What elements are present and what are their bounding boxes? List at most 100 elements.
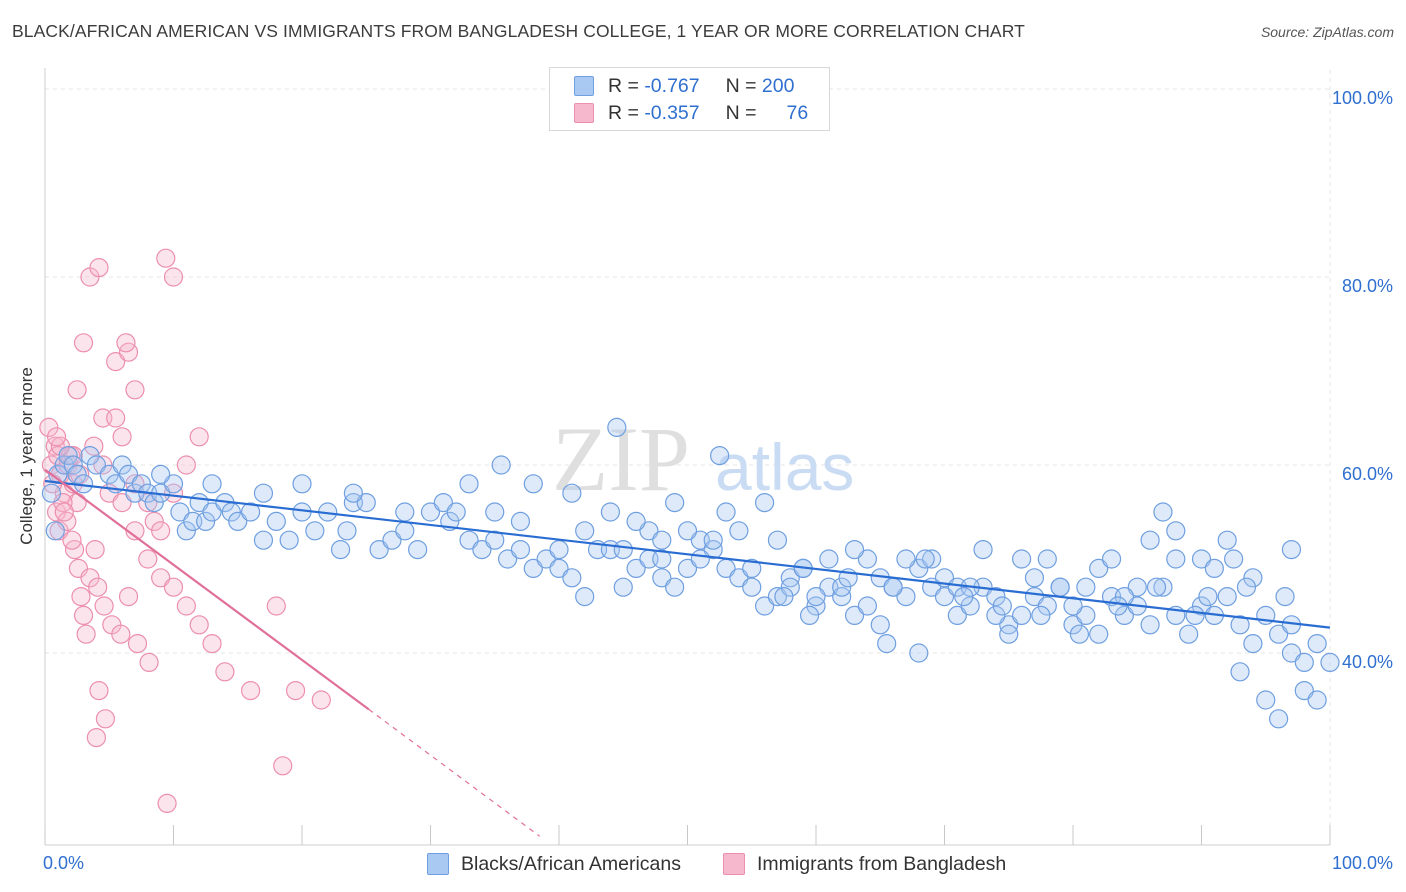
point-bangladesh (112, 493, 132, 513)
series-legend: Blacks/African Americans Immigrants from… (0, 850, 1406, 878)
point-black (703, 530, 723, 550)
point-black (1224, 549, 1244, 569)
y-tick-label: 40.0% (1342, 652, 1393, 672)
point-bangladesh (67, 380, 87, 400)
point-black (1011, 549, 1032, 569)
point-black (742, 577, 762, 597)
axes (44, 68, 1331, 846)
point-black (896, 549, 916, 569)
point-black (742, 558, 762, 579)
point-bangladesh (106, 408, 126, 428)
point-black (613, 539, 633, 560)
point-bangladesh (93, 455, 113, 475)
point-black (665, 493, 685, 513)
point-black (382, 530, 402, 550)
point-black (337, 521, 357, 541)
point-black (1166, 521, 1186, 541)
point-black (176, 521, 196, 541)
point-black (45, 521, 65, 541)
point-bangladesh (311, 690, 331, 710)
point-black (934, 586, 955, 607)
point-black (947, 605, 967, 626)
point-black (1146, 577, 1167, 597)
point-bangladesh (76, 624, 96, 644)
trendline-bangladesh-extension (368, 708, 541, 837)
legend-swatch-bangladesh (723, 853, 745, 875)
point-black (1236, 577, 1257, 597)
point-black (986, 605, 1006, 626)
point-black (883, 577, 903, 597)
point-black (356, 493, 376, 513)
point-black (639, 521, 659, 541)
point-black (118, 464, 139, 484)
point-black (1153, 502, 1173, 522)
y-tick-labels: 40.0% 60.0% 80.0% 100.0% (1332, 88, 1393, 672)
point-black (196, 511, 216, 532)
point-black (510, 511, 531, 532)
point-black (253, 530, 274, 550)
point-black (1230, 615, 1250, 635)
point-black (806, 586, 826, 607)
point-black (575, 521, 595, 541)
trendlines (44, 468, 1331, 837)
point-black (1153, 577, 1173, 597)
point-black (266, 511, 286, 532)
point-bangladesh (151, 568, 171, 588)
point-black (710, 446, 730, 466)
point-black (58, 446, 78, 466)
point-black (922, 549, 942, 569)
point-black (330, 539, 351, 560)
point-black (652, 549, 672, 569)
point-black (877, 633, 897, 654)
point-bangladesh (125, 380, 145, 400)
point-bangladesh (241, 680, 261, 701)
point-bangladesh (163, 267, 184, 287)
legend-swatch-black (574, 76, 594, 96)
point-bangladesh (46, 427, 67, 447)
point-black (767, 586, 788, 607)
legend-row-bangladesh: R = -0.357 N = 76 (574, 100, 808, 126)
r-label: R = (608, 101, 639, 124)
point-black (652, 530, 672, 550)
point-bangladesh (176, 455, 196, 475)
point-black (1243, 633, 1263, 654)
series-black-points (41, 417, 1340, 729)
point-bangladesh (266, 596, 286, 616)
point-black (305, 521, 325, 541)
point-black (459, 474, 479, 494)
point-bangladesh (94, 596, 114, 616)
point-black (202, 502, 222, 522)
point-black (607, 417, 627, 437)
n-label: N = (725, 101, 757, 124)
legend-item-bangladesh: Immigrants from Bangladesh (723, 850, 1006, 878)
point-black (498, 549, 518, 569)
point-black (395, 521, 415, 541)
trendline-black (44, 479, 1331, 629)
point-black (986, 586, 1006, 607)
point-black (1268, 624, 1289, 644)
point-black (1011, 605, 1032, 626)
point-bangladesh (273, 756, 293, 776)
point-black (510, 539, 531, 560)
point-black (1191, 549, 1212, 569)
zipatlas-watermark: ZIP atlas (552, 408, 854, 510)
point-bangladesh (71, 586, 91, 607)
point-black (41, 483, 62, 503)
point-black (1281, 539, 1302, 560)
point-black (433, 493, 453, 513)
point-black (292, 474, 312, 494)
point-bangladesh (95, 709, 115, 729)
point-black (1281, 643, 1302, 663)
point-black (549, 558, 569, 579)
point-black (767, 530, 788, 550)
point-black (1063, 596, 1083, 616)
x-tick-label-min: 0.0% (43, 853, 85, 873)
point-black (1140, 615, 1160, 635)
point-black (909, 643, 929, 663)
point-black (67, 464, 87, 484)
point-bangladesh (116, 333, 136, 353)
point-black (420, 502, 441, 522)
point-bangladesh (215, 662, 235, 682)
point-bangladesh (144, 511, 164, 532)
